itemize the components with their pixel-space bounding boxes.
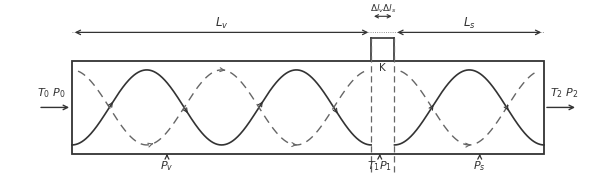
Text: $\Delta l_v\Delta l_s$: $\Delta l_v\Delta l_s$ [370, 2, 396, 15]
Text: $P_v$: $P_v$ [160, 159, 174, 173]
Text: $L_s$: $L_s$ [463, 15, 476, 31]
Text: $T_0$ $P_0$: $T_0$ $P_0$ [37, 86, 66, 100]
Text: $T_2$ $P_2$: $T_2$ $P_2$ [550, 86, 578, 100]
Text: $T_1$$P_1$: $T_1$$P_1$ [367, 159, 392, 173]
Text: K: K [379, 63, 386, 73]
Text: $L_v$: $L_v$ [215, 15, 229, 31]
Text: $P_s$: $P_s$ [474, 159, 486, 173]
Bar [72, 61, 544, 154]
